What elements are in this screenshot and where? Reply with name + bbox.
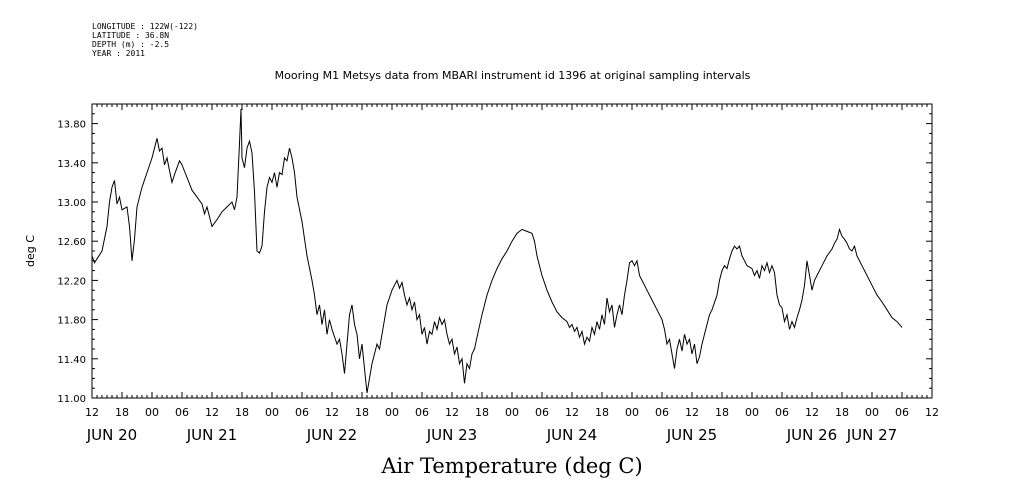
latitude-label: LATITUDE : 36.8N xyxy=(92,31,170,40)
x-tick-label: 18 xyxy=(115,406,129,419)
x-day-label: JUN 20 xyxy=(86,426,137,444)
x-tick-label: 06 xyxy=(775,406,789,419)
x-tick-label: 00 xyxy=(505,406,519,419)
longitude-label: LONGITUDE : 122W(-122) xyxy=(92,22,198,31)
y-tick-label: 13.00 xyxy=(57,198,86,209)
x-tick-label: 00 xyxy=(625,406,639,419)
x-tick-label: 12 xyxy=(565,406,579,419)
series-line-air-temperature xyxy=(91,108,903,394)
x-tick-label: 18 xyxy=(475,406,489,419)
x-tick-label: 18 xyxy=(355,406,369,419)
x-day-label: JUN 22 xyxy=(306,426,357,444)
y-axis: 11.00 11.40 11.80 12.20 12.60 13.00 13.40 13.80 xyxy=(57,103,932,405)
x-day-label: JUN 27 xyxy=(846,426,897,444)
x-tick-label: 00 xyxy=(265,406,279,419)
x-tick-label: 06 xyxy=(175,406,189,419)
metadata-block: LONGITUDE : 122W(-122) LATITUDE : 36.8N … xyxy=(92,22,198,58)
y-tick-label: 13.80 xyxy=(57,120,86,131)
depth-label: DEPTH (m) : -2.5 xyxy=(92,40,170,49)
x-tick-label: 18 xyxy=(595,406,609,419)
y-axis-label: deg C xyxy=(24,235,37,267)
y-tick-label: 11.00 xyxy=(57,394,86,405)
x-tick-label: 12 xyxy=(925,406,939,419)
x-tick-label: 00 xyxy=(385,406,399,419)
x-day-label: JUN 21 xyxy=(186,426,237,444)
x-axis: 12 18 00 06 12 18 00 06 12 18 00 06 12 18 00 06 12 18 00 06… xyxy=(85,104,939,444)
x-tick-label: 06 xyxy=(295,406,309,419)
plot-frame xyxy=(91,103,933,399)
x-tick-label: 00 xyxy=(145,406,159,419)
x-axis-label: Air Temperature (deg C) xyxy=(381,454,643,478)
x-tick-label: 18 xyxy=(835,406,849,419)
x-tick-label: 00 xyxy=(865,406,879,419)
y-tick-label: 12.20 xyxy=(57,276,86,287)
x-day-label: JUN 25 xyxy=(666,426,717,444)
x-day-label: JUN 26 xyxy=(786,426,837,444)
x-tick-label: 06 xyxy=(895,406,909,419)
x-tick-label: 06 xyxy=(535,406,549,419)
x-tick-label: 06 xyxy=(415,406,429,419)
x-tick-label: 12 xyxy=(85,406,99,419)
y-tick-label: 12.60 xyxy=(57,237,86,248)
y-tick-label: 11.80 xyxy=(57,316,86,327)
y-tick-label: 13.40 xyxy=(57,159,86,170)
x-day-label: JUN 23 xyxy=(426,426,477,444)
x-tick-label: 12 xyxy=(205,406,219,419)
x-tick-label: 12 xyxy=(805,406,819,419)
year-label: YEAR : 2011 xyxy=(92,49,145,58)
x-tick-label: 12 xyxy=(685,406,699,419)
x-tick-label: 06 xyxy=(655,406,669,419)
y-tick-label: 11.40 xyxy=(57,355,86,366)
x-tick-label: 12 xyxy=(325,406,339,419)
x-tick-label: 18 xyxy=(715,406,729,419)
chart-title: Mooring M1 Metsys data from MBARI instru… xyxy=(274,69,751,82)
x-day-label: JUN 24 xyxy=(546,426,597,444)
x-tick-label: 12 xyxy=(445,406,459,419)
x-tick-label: 18 xyxy=(235,406,249,419)
x-tick-label: 00 xyxy=(745,406,759,419)
